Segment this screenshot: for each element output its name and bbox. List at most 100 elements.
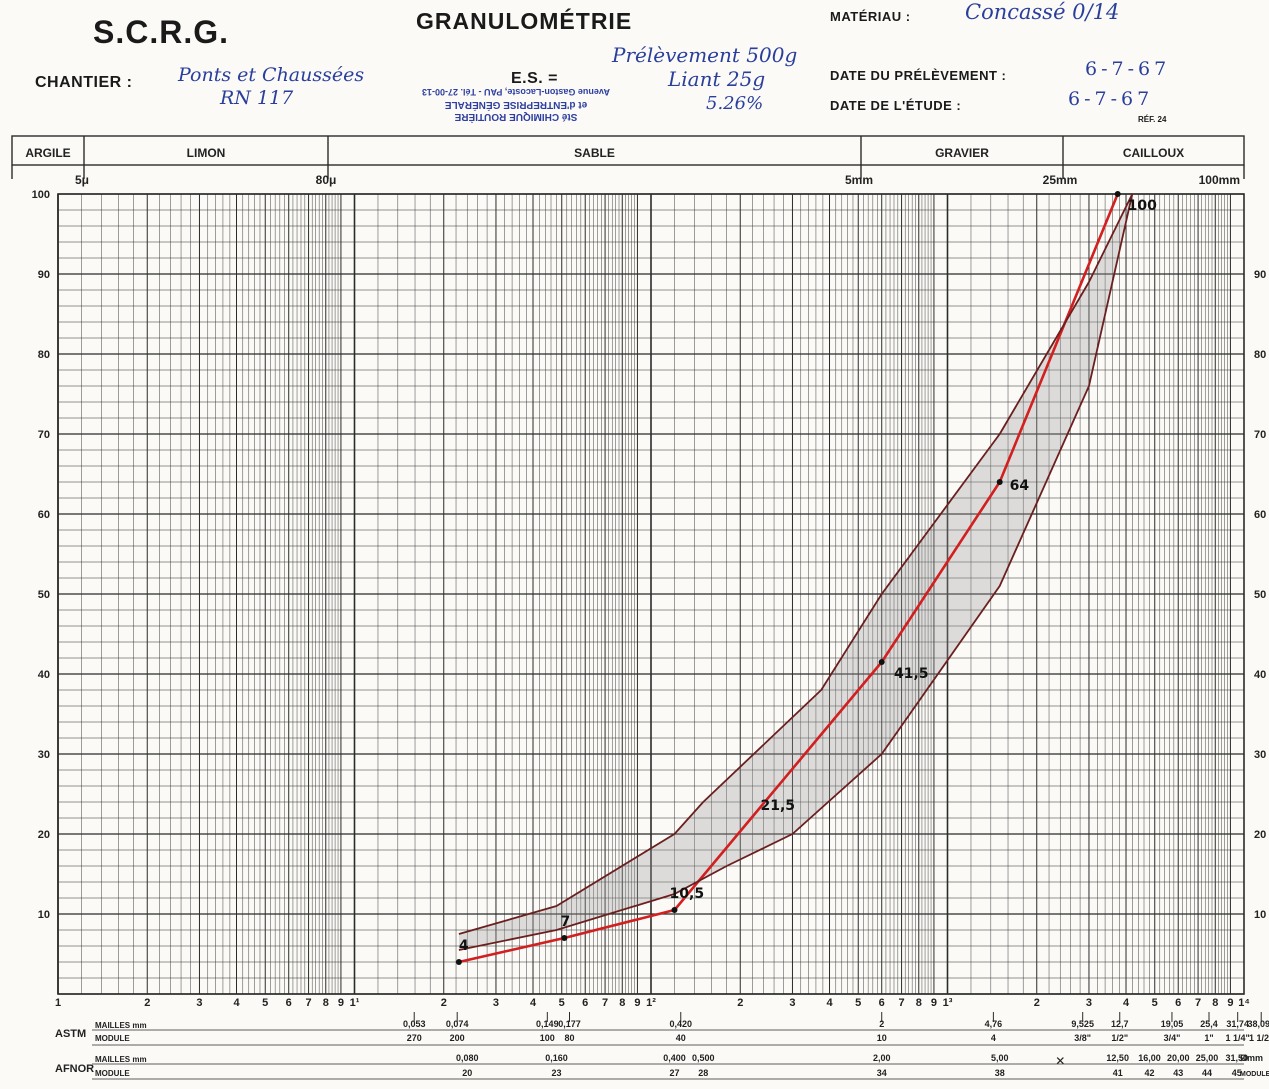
point-annotation: 21,5 (760, 798, 795, 814)
point-annotation: 7 (560, 914, 570, 930)
decade-digit: 4 (530, 997, 537, 1009)
decade-digit: 1² (646, 997, 656, 1009)
es-note-3: 5.26% (706, 93, 764, 114)
size-mark: 5mm (845, 173, 873, 187)
y-tick-label-left: 90 (38, 269, 50, 281)
astm-mesh-value: 12,7 (1111, 1019, 1129, 1029)
afnor-module-value: 34 (877, 1068, 887, 1078)
astm-inch-value: 3/8" (1074, 1033, 1091, 1043)
size-mark: 80μ (316, 173, 337, 187)
astm-mesh-value: 4,76 (985, 1019, 1003, 1029)
decade-digit: 3 (789, 997, 795, 1009)
astm-mesh-value: 2 (879, 1019, 884, 1029)
decade-digit: 8 (916, 997, 922, 1009)
decade-digit: 5 (559, 997, 565, 1009)
point-annotation: 4 (459, 938, 469, 954)
envelope-shading (458, 194, 1133, 950)
afnor-module-value: 38 (995, 1068, 1005, 1078)
materiau-value: Concassé 0/14 (965, 0, 1120, 24)
chantier-label: CHANTIER : (35, 74, 133, 91)
point-annotation: 100 (1128, 198, 1157, 214)
sample-point (1114, 191, 1121, 197)
decade-digit: 6 (582, 997, 588, 1009)
decade-digit: 6 (879, 997, 885, 1009)
y-tick-label-right: 80 (1254, 349, 1266, 361)
classification-band (11, 135, 1245, 166)
astm-module-value: 100 (540, 1033, 555, 1043)
decade-digit: 8 (1212, 997, 1218, 1009)
astm-inch-value: 3/4" (1164, 1033, 1181, 1043)
page-title: GRANULOMÉTRIE (416, 8, 633, 34)
astm-mesh-value: 38,099 (1247, 1019, 1269, 1029)
afnor-module-value: 20 (462, 1068, 472, 1078)
chantier-value-1: Ponts et Chaussées (178, 64, 365, 86)
astm-mesh-value: 19,05 (1161, 1019, 1184, 1029)
astm-mesh-value: 0,149 (536, 1019, 559, 1029)
decade-digit: 9 (338, 997, 344, 1009)
afnor-label: AFNOR (55, 1063, 94, 1075)
astm-inch-value: 1" (1204, 1033, 1213, 1043)
point-annotation: 10,5 (670, 886, 705, 902)
decade-digit: 9 (1227, 997, 1233, 1009)
sample-point (878, 659, 885, 665)
afnor-mesh-value: 0,080 (456, 1053, 479, 1063)
date-etude-label: DATE DE L'ÉTUDE : (830, 98, 962, 113)
afnor-module-value: 42 (1144, 1068, 1154, 1078)
decade-digit: 4 (233, 997, 240, 1009)
decade-digit: 2 (441, 997, 447, 1009)
y-tick-label-right: 90 (1254, 269, 1266, 281)
afnor-mesh-value: 16,00 (1138, 1053, 1161, 1063)
astm-mailles-label: MAILLES mm (95, 1021, 147, 1030)
decade-digit: 4 (826, 997, 833, 1009)
sample-point (996, 479, 1003, 485)
date-prelevement-label: DATE DU PRÉLÈVEMENT : (830, 68, 1007, 83)
class-label-sable: SABLE (574, 146, 615, 160)
y-tick-label-right: 70 (1254, 429, 1266, 441)
date-prelevement-value: 6-7-67 (1085, 58, 1171, 80)
sample-curve (458, 193, 1119, 964)
decade-digit: 4 (1123, 997, 1130, 1009)
afnor-module-label: MODULE (95, 1069, 130, 1078)
class-label-gravier: GRAVIER (935, 146, 989, 160)
astm-inch-value: 1/2" (1111, 1033, 1128, 1043)
y-tick-label-right: 20 (1254, 829, 1266, 841)
afnor-mesh-value: 0,500 (692, 1053, 715, 1063)
astm-module-value: 200 (450, 1033, 465, 1043)
decade-digit: 7 (306, 997, 312, 1009)
afnor-module-value: 41 (1113, 1068, 1123, 1078)
decade-digit: 2 (1034, 997, 1040, 1009)
astm-mesh-value: 0,074 (446, 1019, 469, 1029)
afnor-module-value: 44 (1202, 1068, 1212, 1078)
afnor-right-note: MODULE MASSOIRE AFNOR (1240, 1071, 1269, 1078)
organization-name: S.C.R.G. (93, 14, 230, 50)
materiau-label: MATÉRIAU : (830, 9, 911, 24)
sample-point (561, 935, 568, 941)
decade-digit: 6 (286, 997, 292, 1009)
decade-digit: 1 (55, 997, 61, 1009)
afnor-mesh-value: 12,50 (1106, 1053, 1129, 1063)
afnor-mailles-label: MAILLES mm (95, 1055, 147, 1064)
decade-digit: 7 (1195, 997, 1201, 1009)
astm-module-value: 80 (564, 1033, 574, 1043)
decade-digit: 5 (1152, 997, 1158, 1009)
afnor-module-value: 43 (1173, 1068, 1183, 1078)
decade-digit: 3 (1086, 997, 1092, 1009)
decade-digit: 1¹ (350, 997, 360, 1009)
decade-digit: 3 (493, 997, 499, 1009)
decade-digit: 8 (619, 997, 625, 1009)
sample-point (671, 907, 678, 913)
chantier-value-2: RN 117 (220, 87, 294, 109)
afnor-mesh-value: 0,160 (545, 1053, 568, 1063)
astm-mesh-value: 0,177 (558, 1019, 581, 1029)
decade-digit: 6 (1175, 997, 1181, 1009)
y-tick-label-left: 60 (38, 509, 50, 521)
es-note-1: Prélèvement 500g (612, 43, 798, 67)
astm-mesh-value: 0,053 (403, 1019, 426, 1029)
decade-digit: 7 (602, 997, 608, 1009)
date-etude-value: 6-7-67 (1068, 88, 1154, 110)
afnor-module-value: 45 (1232, 1068, 1242, 1078)
afnor-unit-label: Ømm (1240, 1053, 1263, 1063)
y-tick-label-left: 10 (38, 909, 50, 921)
decade-digit: 1⁴ (1238, 997, 1250, 1009)
